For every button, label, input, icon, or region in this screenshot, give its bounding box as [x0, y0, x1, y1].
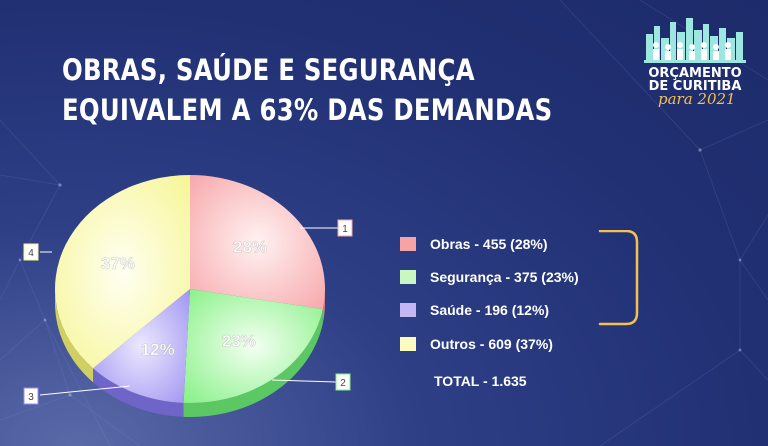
legend-swatch-outros — [400, 337, 416, 351]
legend-label-seguranca: Segurança - 375 (23%) — [430, 269, 579, 285]
pie-slice-seguranca — [183, 289, 323, 404]
legend-label-saude: Saúde - 196 (12%) — [430, 302, 550, 318]
logo-line-3: para 2021 — [658, 90, 736, 108]
pie-side-outros — [55, 289, 94, 383]
total-label: TOTAL - 1.635 — [434, 373, 527, 389]
pie-side-saude — [93, 368, 184, 417]
pie-chart: 28% 23% 12% 37% 1 2 3 4 — [23, 175, 353, 417]
callout-box-saude — [23, 387, 39, 405]
pie-label-saude: 12% — [141, 340, 175, 359]
legend-label-obras: Obras - 455 (28%) — [430, 236, 548, 252]
logo-line-2: DE CURITIBA — [648, 79, 742, 94]
callout-box-obras — [337, 219, 353, 237]
pie-slice-outros — [54, 175, 190, 369]
pie-side-seguranca — [183, 309, 323, 417]
callout-number-seguranca: 2 — [340, 378, 346, 389]
pie-side-obras — [322, 289, 325, 324]
callout-number-outros: 4 — [28, 248, 34, 259]
crowd-skyline-icon — [644, 18, 746, 63]
title-line-2: EQUIVALEM A 63% DAS DEMANDAS — [62, 93, 553, 127]
legend-swatch-seguranca — [400, 270, 416, 284]
title-line-1: OBRAS, SAÚDE E SEGURANÇA — [62, 53, 475, 87]
callout-line-seguranca — [271, 379, 337, 383]
orcamento-curitiba-logo: ORÇAMENTO DE CURITIBA para 2021 — [636, 18, 754, 108]
bracket-icon — [598, 230, 639, 326]
pie-label-obras: 28% — [233, 238, 267, 257]
callout-box-seguranca — [335, 373, 351, 391]
pie-slice-saude — [93, 289, 190, 403]
callout-line-saude — [39, 385, 131, 396]
pie-label-seguranca: 23% — [222, 332, 256, 351]
legend-swatch-saude — [400, 303, 416, 317]
legend-swatch-obras — [400, 237, 416, 251]
logo-line-1: ORÇAMENTO — [648, 66, 742, 81]
pie-slice-obras — [190, 175, 325, 310]
callout-number-saude: 3 — [28, 392, 34, 403]
pie-label-outros: 37% — [101, 254, 135, 273]
chart-legend: Obras - 455 (28%) Segurança - 375 (23%) … — [400, 230, 660, 430]
callout-number-obras: 1 — [342, 224, 348, 235]
page-title: OBRAS, SAÚDE E SEGURANÇA EQUIVALEM A 63%… — [62, 50, 552, 130]
callout-box-outros — [23, 243, 39, 261]
legend-label-outros: Outros - 609 (37%) — [430, 336, 553, 352]
